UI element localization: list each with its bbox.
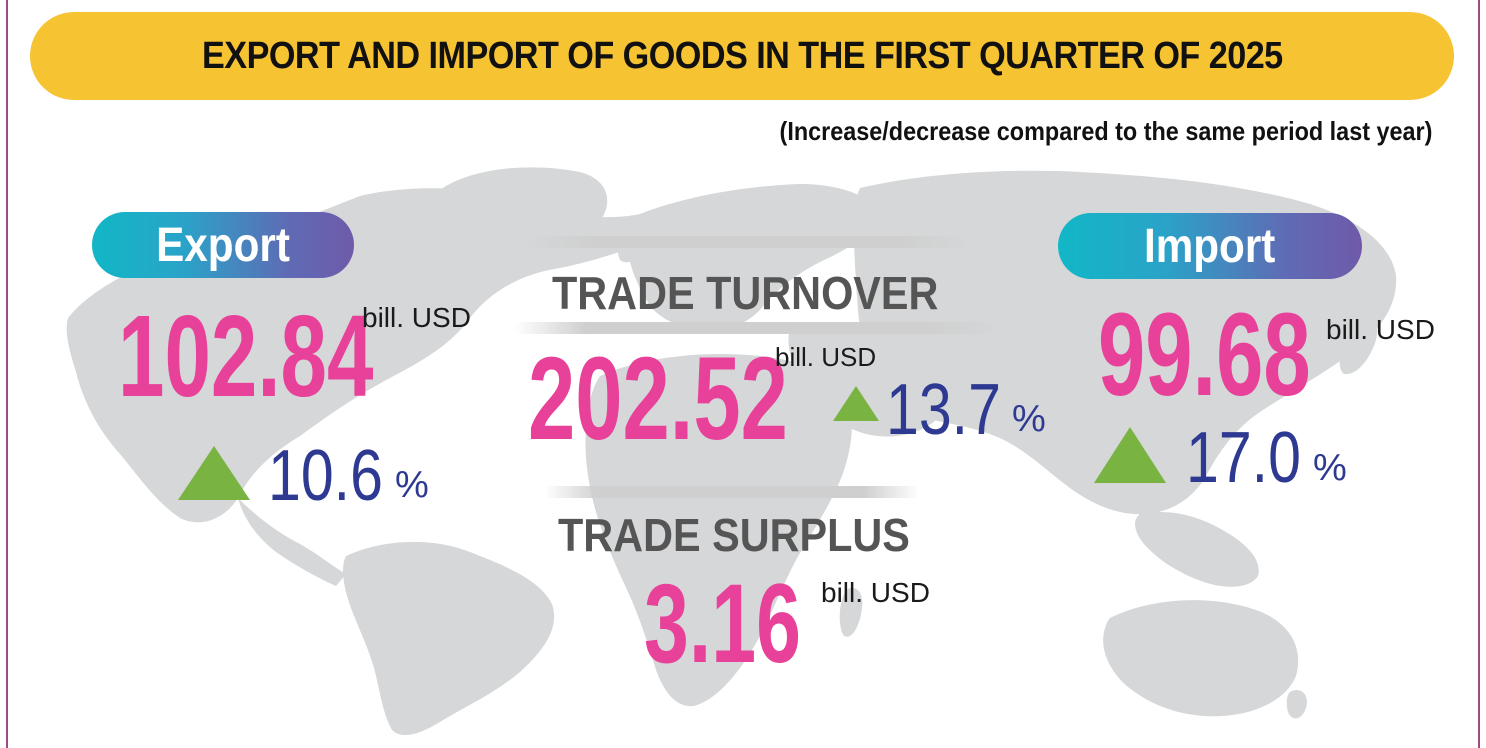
turnover-heading: TRADE TURNOVER bbox=[552, 267, 939, 319]
turnover-change: 13.7 bbox=[886, 370, 1001, 450]
surplus-value: 3.16 bbox=[644, 561, 801, 686]
page-subtitle: (Increase/decrease compared to the same … bbox=[779, 116, 1432, 146]
europe-shape bbox=[627, 184, 880, 331]
turnover-band-bottom bbox=[514, 322, 1000, 334]
triangle-up-icon bbox=[833, 386, 879, 421]
south-america-shape bbox=[343, 541, 555, 736]
australia-shape bbox=[1103, 600, 1299, 717]
import-unit: bill. USD bbox=[1326, 314, 1435, 345]
export-change-unit: % bbox=[395, 464, 429, 506]
page-title: EXPORT AND IMPORT OF GOODS IN THE FIRST … bbox=[201, 34, 1283, 77]
surplus-band bbox=[544, 486, 920, 498]
turnover-change-unit: % bbox=[1012, 398, 1046, 440]
new-zealand-shape bbox=[1286, 689, 1307, 719]
import-change: 17.0 bbox=[1186, 418, 1301, 498]
africa-shape bbox=[585, 354, 852, 707]
export-label: Export bbox=[156, 218, 290, 272]
triangle-up-icon bbox=[1094, 427, 1166, 483]
export-unit: bill. USD bbox=[362, 302, 471, 333]
export-change: 10.6 bbox=[268, 436, 383, 516]
southeast-asia-shape bbox=[1135, 512, 1259, 587]
japan-shape bbox=[1339, 316, 1378, 375]
central-america-shape bbox=[238, 498, 346, 586]
frame-right-border bbox=[1478, 0, 1480, 748]
export-value: 102.84 bbox=[118, 291, 374, 421]
import-label-pill: Import bbox=[1058, 213, 1362, 279]
triangle-up-icon bbox=[178, 446, 250, 500]
surplus-unit: bill. USD bbox=[821, 577, 930, 608]
import-change-unit: % bbox=[1313, 447, 1347, 489]
turnover-unit: bill. USD bbox=[775, 342, 877, 372]
export-label-pill: Export bbox=[92, 212, 354, 278]
surplus-heading: TRADE SURPLUS bbox=[558, 509, 910, 561]
frame-left-border bbox=[6, 0, 8, 748]
import-value: 99.68 bbox=[1098, 289, 1311, 421]
turnover-band-top bbox=[528, 236, 968, 248]
madagascar-shape bbox=[839, 588, 863, 637]
turnover-value: 202.52 bbox=[528, 333, 788, 465]
title-banner: EXPORT AND IMPORT OF GOODS IN THE FIRST … bbox=[30, 12, 1454, 100]
greenland-shape bbox=[440, 167, 608, 248]
import-label: Import bbox=[1144, 219, 1276, 273]
